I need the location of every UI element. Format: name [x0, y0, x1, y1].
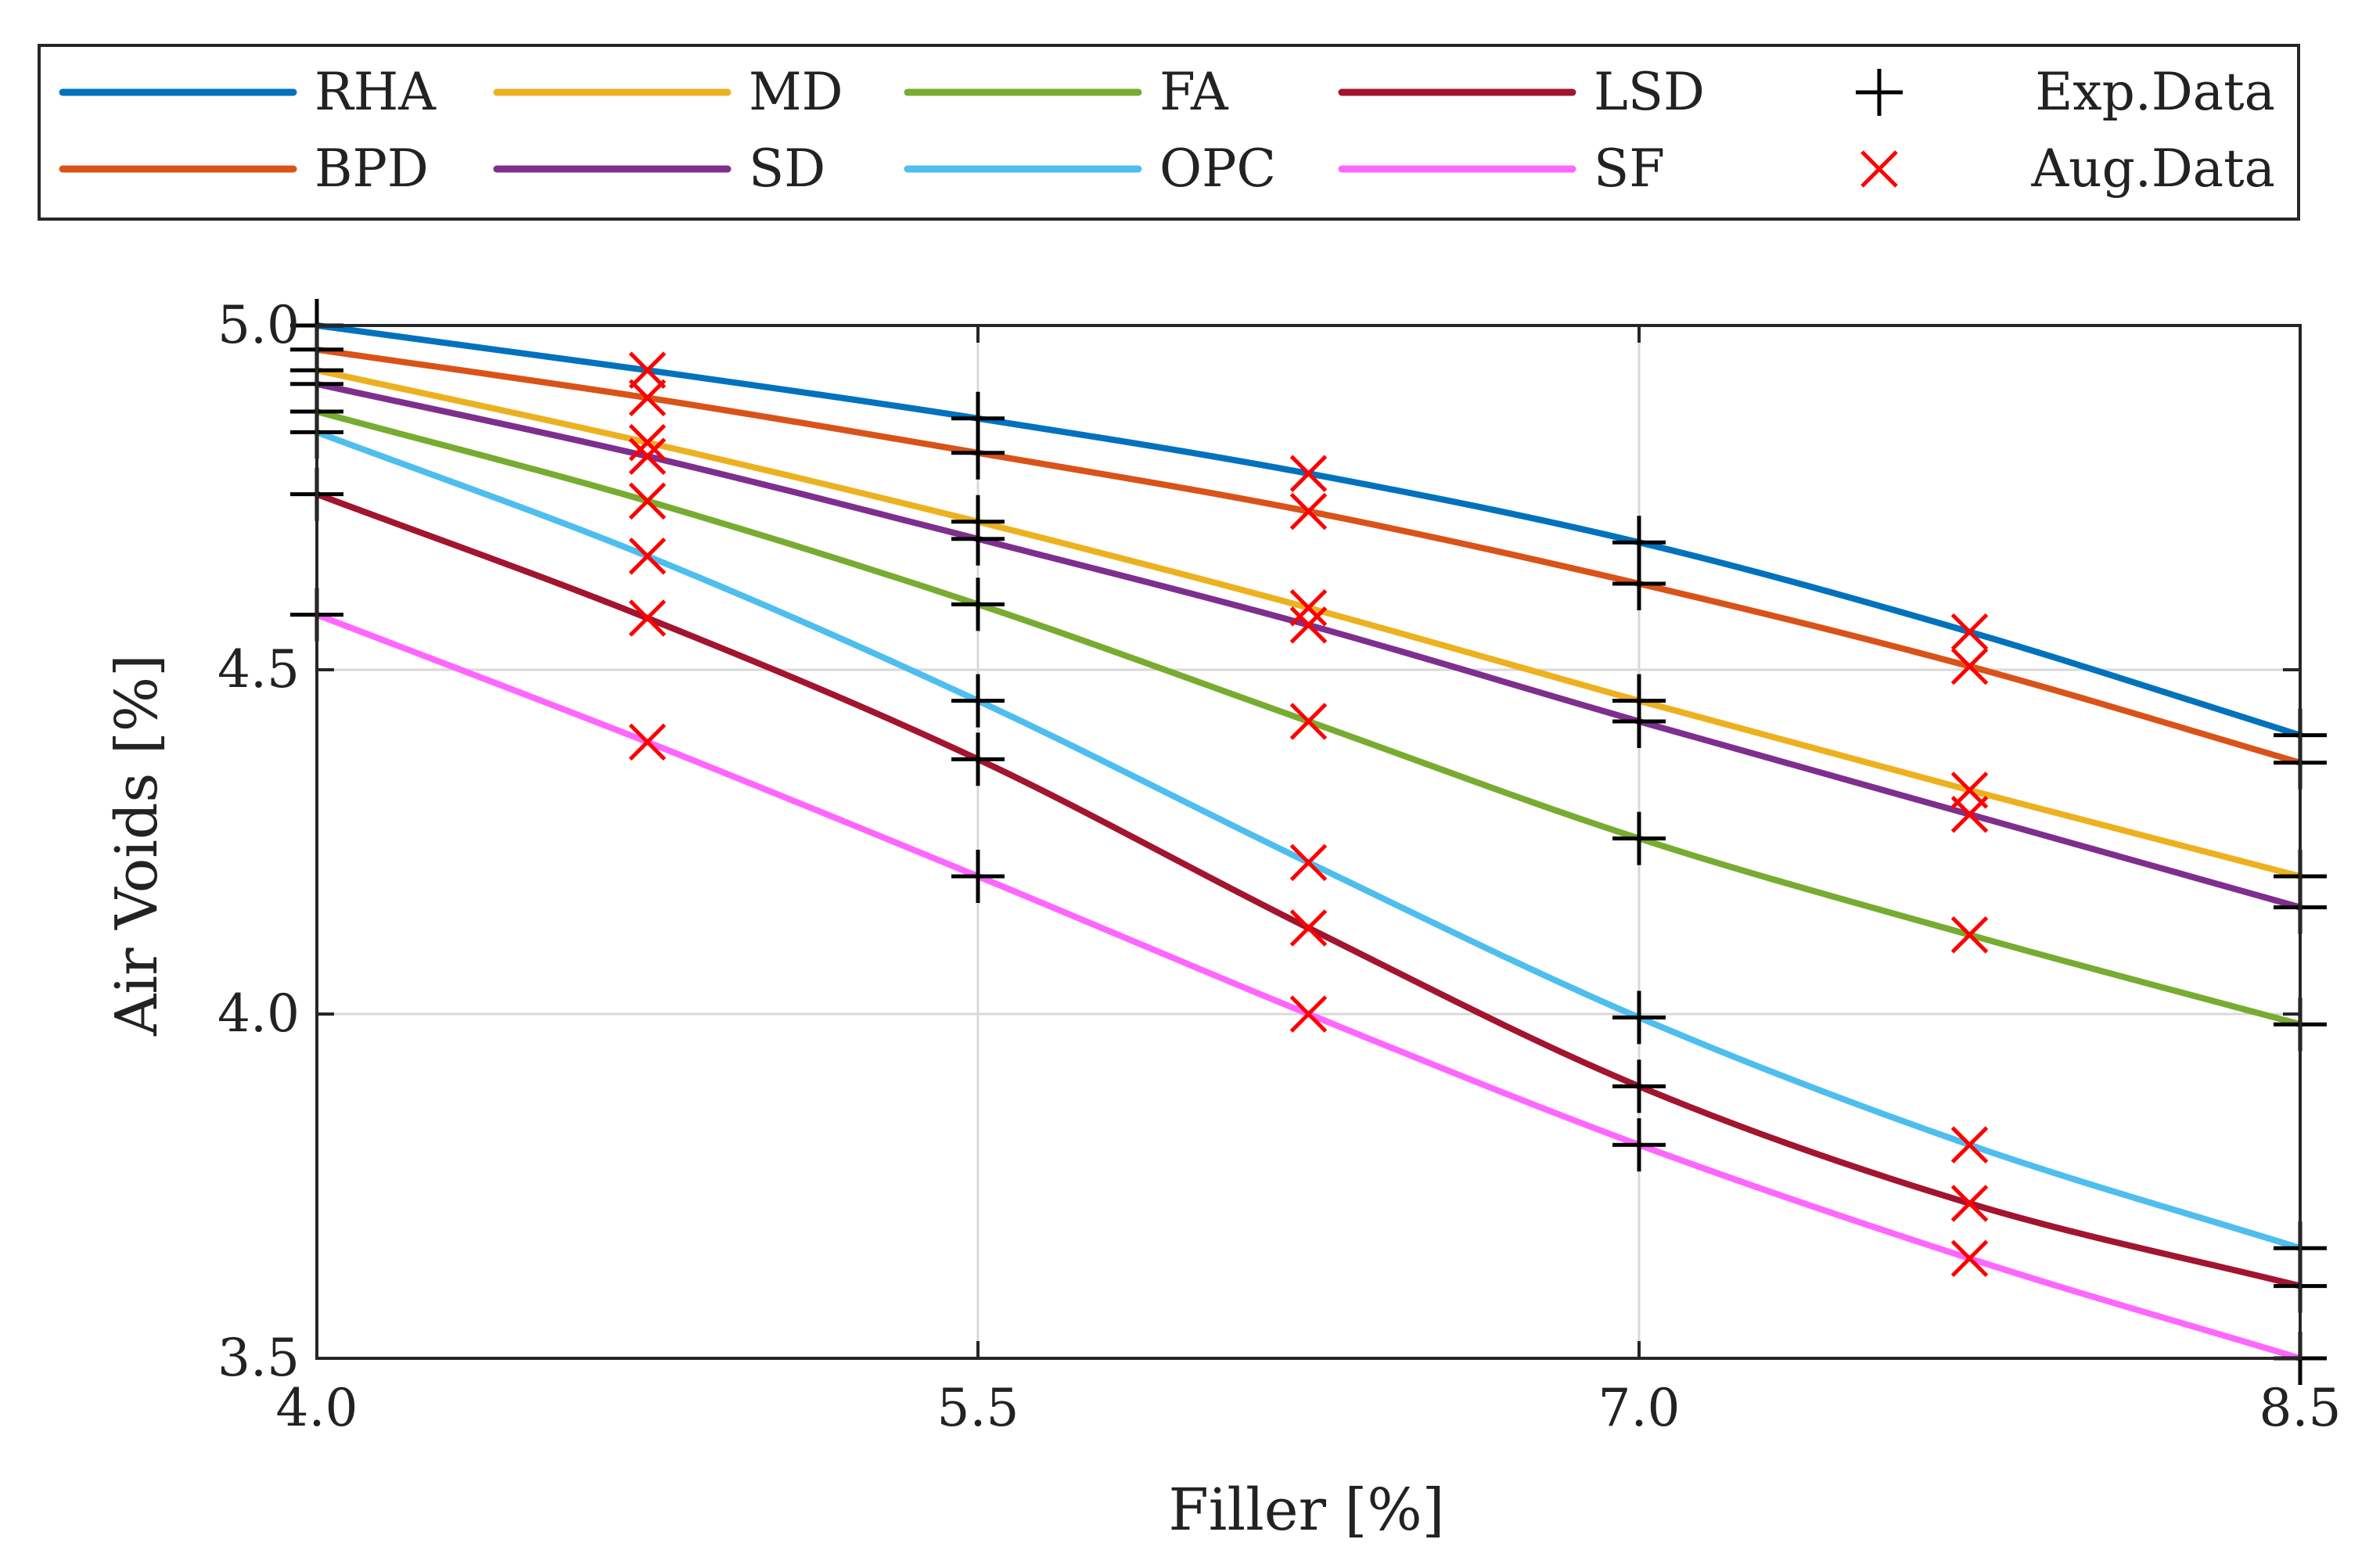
exp-data-marker: [1612, 695, 1666, 748]
exp-data-marker: [951, 426, 1005, 480]
aug-data-marker: [628, 599, 667, 637]
legend-label-fa: FA: [1159, 62, 1229, 122]
aug-data-marker: [628, 723, 667, 761]
aug-data-marker: [1289, 909, 1328, 947]
plot-area: 4.0 5.5 7.0 8.53.54.04.55.0: [217, 295, 2341, 1438]
exp-data-marker: [951, 850, 1005, 903]
legend-label-exp-data: Exp.Data: [2035, 62, 2275, 122]
legend-label-rha: RHA: [315, 62, 437, 122]
aug-data-marker: [628, 482, 667, 520]
aug-data-marker: [1289, 589, 1328, 627]
y-tick-label: 4.5: [217, 639, 300, 699]
y-tick-label: 4.0: [217, 984, 300, 1044]
aug-data-marker: [1950, 796, 1989, 833]
exp-data-marker: [1612, 1059, 1666, 1113]
aug-data-marker: [1950, 613, 1989, 651]
exp-data-marker: [1612, 811, 1666, 865]
x-axis-title: Filler [%]: [1168, 1476, 1444, 1544]
exp-data-marker: [951, 674, 1005, 728]
exp-data-marker: [951, 577, 1005, 631]
legend-aug-data-marker: [1860, 150, 1898, 188]
series-line-sd: [314, 380, 2303, 911]
series-line-sf: [314, 611, 2303, 1361]
aug-data-marker: [1950, 1239, 1989, 1278]
exp-data-marker: [1612, 991, 1666, 1045]
legend-label-sd: SD: [749, 138, 825, 199]
aug-data-marker: [1950, 647, 1989, 685]
aug-data-marker: [628, 379, 667, 417]
aug-data-marker: [628, 538, 667, 575]
legend-label-aug-data: Aug.Data: [2030, 138, 2275, 199]
y-tick-label: 5.0: [217, 295, 300, 355]
series-line-fa: [314, 408, 2303, 1028]
x-tick-label: 7.0: [1598, 1378, 1681, 1438]
legend-label-lsd: LSD: [1594, 62, 1705, 122]
exp-data-marker: [951, 732, 1005, 786]
legend-box: [38, 44, 2300, 221]
aug-data-marker: [1289, 703, 1328, 740]
exp-data-marker: [951, 512, 1005, 566]
aug-data-marker: [1289, 492, 1328, 530]
aug-data-marker: [1289, 843, 1328, 882]
plot-frame: [315, 324, 2302, 1360]
aug-data-marker: [628, 437, 667, 475]
aug-data-marker: [1950, 916, 1989, 954]
y-tick-label: 3.5: [217, 1328, 300, 1388]
aug-data-marker: [1950, 1126, 1989, 1163]
x-tick-label: 8.5: [2259, 1378, 2342, 1438]
aug-data-marker: [1289, 995, 1328, 1033]
series-line-opc: [314, 429, 2303, 1252]
aug-data-marker: [1950, 1185, 1989, 1222]
legend: RHA BPD MD SD FA OPC LSD SF Exp.Data Aug.Data: [38, 44, 2300, 221]
x-tick-label: 4.0: [276, 1378, 358, 1438]
aug-data-marker: [1289, 455, 1328, 492]
legend-label-bpd: BPD: [315, 138, 429, 199]
aug-data-marker: [628, 423, 667, 462]
series-line-lsd: [314, 491, 2303, 1289]
legend-label-opc: OPC: [1159, 138, 1276, 199]
series-line-bpd: [314, 346, 2303, 766]
y-axis-title: Air Voids [%]: [103, 654, 171, 1037]
aug-data-marker: [628, 351, 667, 389]
legend-exp-data-marker: [1856, 69, 1903, 116]
legend-label-md: MD: [749, 62, 843, 122]
exp-data-marker: [1612, 1118, 1666, 1172]
x-tick-label: 5.5: [937, 1378, 1019, 1438]
aug-data-marker: [1289, 606, 1328, 644]
legend-label-sf: SF: [1594, 138, 1665, 199]
exp-data-marker: [1612, 557, 1666, 610]
